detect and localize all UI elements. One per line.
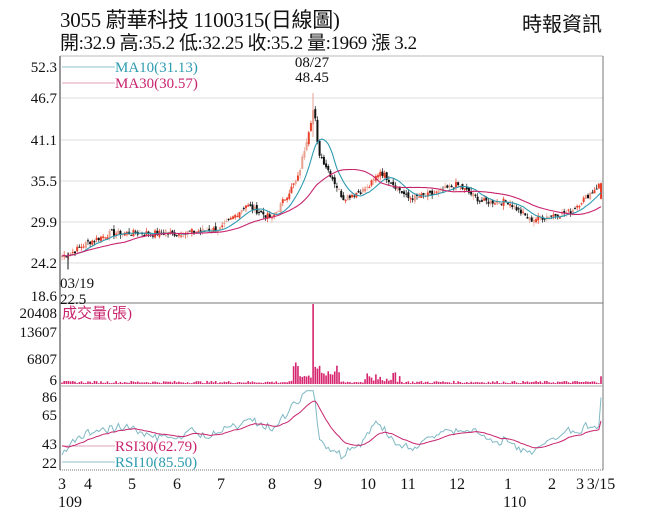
ma10-legend: MA10(31.13) xyxy=(115,60,198,76)
year-label: 109 xyxy=(58,494,82,511)
rsi-tick: 65 xyxy=(42,408,57,424)
chart-title: 3055 蔚華科技 1100315(日線圖) xyxy=(60,8,340,32)
month-tick: 8 xyxy=(268,476,276,493)
volume-tick: 20408 xyxy=(20,306,58,322)
year-label: 110 xyxy=(503,494,526,511)
month-tick: 7 xyxy=(217,476,225,493)
volume-tick: 6807 xyxy=(27,352,58,368)
ma30-legend: MA30(30.57) xyxy=(115,76,198,92)
rsi30-legend: RSI30(62.79) xyxy=(115,439,197,455)
price-tick: 24.2 xyxy=(31,256,57,272)
ma-legend: MA10(31.13) MA30(30.57) xyxy=(62,60,198,92)
month-tick: 3 xyxy=(576,476,584,493)
rsi-legend: RSI30(62.79) RSI10(85.50) xyxy=(62,439,197,471)
rsi-tick: 86 xyxy=(42,390,58,406)
rsi-tick: 43 xyxy=(42,437,57,453)
month-tick: 5 xyxy=(128,476,136,493)
price-annotations: 08/27 48.45 03/19 22.5 xyxy=(60,55,330,308)
volume-tick: 6 xyxy=(50,373,58,389)
rsi-tick: 22 xyxy=(42,456,57,472)
month-tick: 3 xyxy=(58,476,66,493)
low-value-label: 22.5 xyxy=(60,292,86,308)
price-tick: 46.7 xyxy=(31,91,58,107)
volume-bars xyxy=(61,304,602,384)
month-tick: 4 xyxy=(84,476,92,493)
volume-legend: 成交量(張) xyxy=(62,304,132,322)
volume-axis: 20408 13607 6807 6 xyxy=(20,306,58,389)
price-axis: 52.3 46.7 41.1 35.5 29.9 24.2 18.6 xyxy=(31,60,58,305)
month-tick: 6 xyxy=(173,476,181,493)
chart-frame xyxy=(59,55,604,471)
month-tick: 3/15 xyxy=(587,476,615,493)
high-date-label: 08/27 xyxy=(295,55,330,71)
quote-summary: 開:32.9 高:35.2 低:32.25 收:35.2 量:1969 漲 3.… xyxy=(60,33,417,54)
month-tick: 1 xyxy=(504,476,512,493)
month-tick: 12 xyxy=(449,476,465,493)
price-tick: 52.3 xyxy=(31,60,57,76)
rsi-lines xyxy=(61,390,602,460)
source-label: 時報資訊 xyxy=(522,14,602,36)
price-gridlines xyxy=(61,97,603,264)
month-tick: 11 xyxy=(400,476,415,493)
volume-tick: 13607 xyxy=(20,325,58,341)
high-value-label: 48.45 xyxy=(295,70,329,86)
x-axis: 3 4 5 6 7 8 9 10 11 12 1 2 3 3/15 109 11… xyxy=(58,476,615,511)
moving-averages xyxy=(61,138,602,257)
rsi10-legend: RSI10(85.50) xyxy=(115,455,197,471)
price-tick: 35.5 xyxy=(31,174,57,190)
rsi-axis: 86 65 43 22 xyxy=(42,390,58,472)
low-date-label: 03/19 xyxy=(60,276,94,292)
month-tick: 9 xyxy=(314,476,322,493)
month-tick: 2 xyxy=(548,476,556,493)
price-tick: 41.1 xyxy=(31,133,57,149)
price-tick: 18.6 xyxy=(31,289,58,305)
month-tick: 10 xyxy=(360,476,376,493)
price-tick: 29.9 xyxy=(31,215,57,231)
